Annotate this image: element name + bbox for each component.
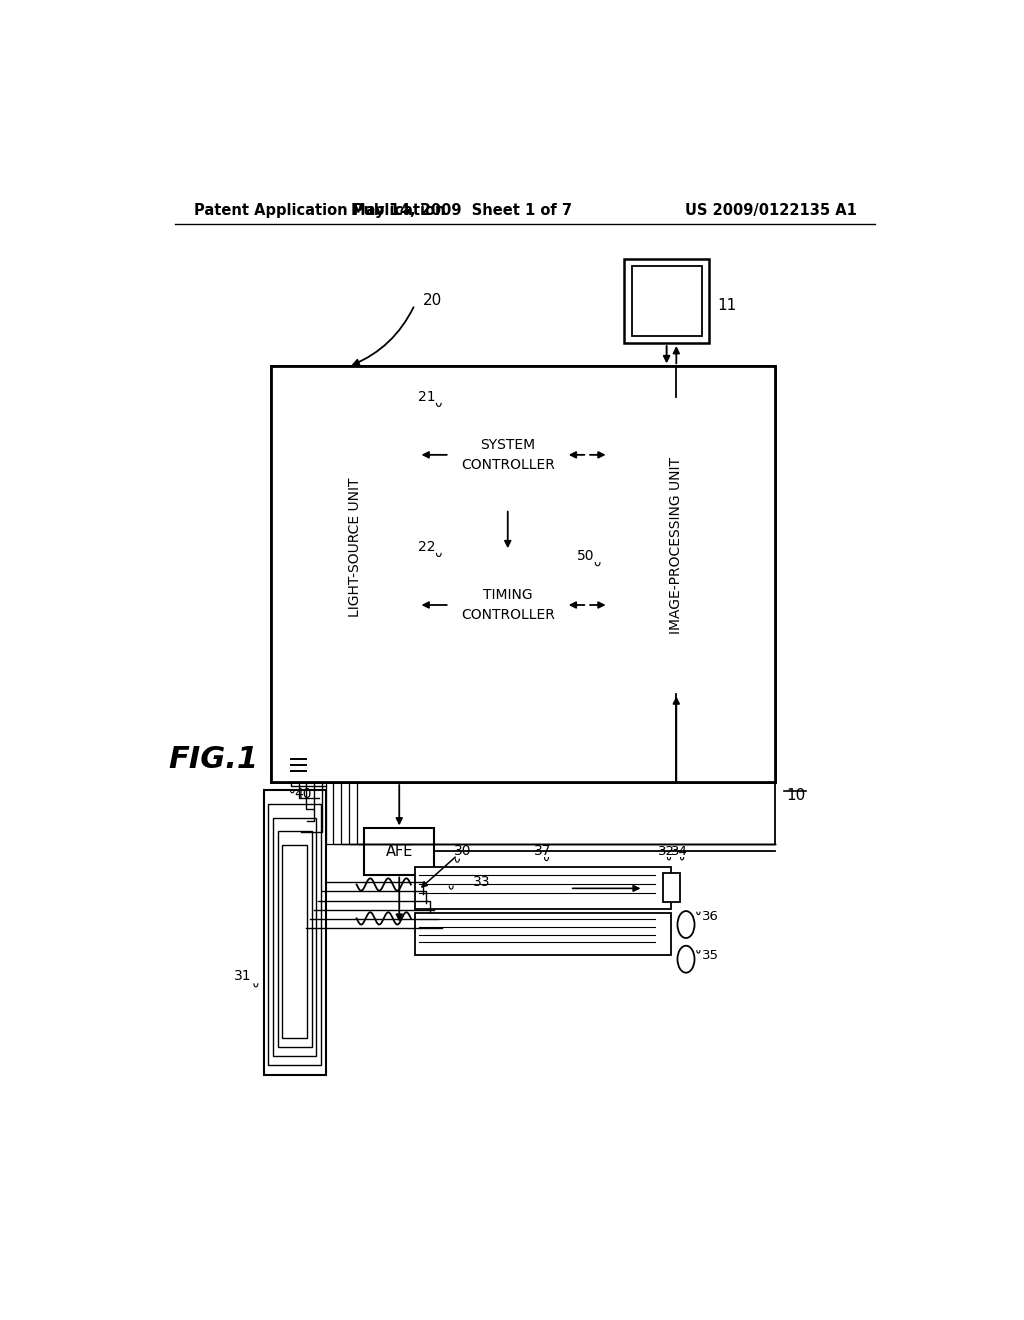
Text: LIGHT-SOURCE UNIT: LIGHT-SOURCE UNIT bbox=[348, 478, 361, 616]
Text: 40: 40 bbox=[295, 787, 312, 801]
Text: 35: 35 bbox=[701, 949, 719, 962]
Bar bbox=[273, 817, 316, 1056]
Text: AFE: AFE bbox=[386, 843, 413, 859]
Text: SYSTEM
CONTROLLER: SYSTEM CONTROLLER bbox=[461, 438, 555, 471]
Text: 50: 50 bbox=[578, 549, 595, 564]
Bar bbox=[291, 397, 419, 697]
Text: IMAGE-PROCESSING UNIT: IMAGE-PROCESSING UNIT bbox=[670, 457, 683, 634]
Bar bbox=[263, 789, 326, 1074]
Bar bbox=[268, 804, 321, 1065]
Text: 33: 33 bbox=[473, 875, 490, 890]
Bar bbox=[278, 832, 311, 1047]
Bar bbox=[365, 829, 434, 874]
Bar bbox=[283, 845, 307, 1038]
Text: 32: 32 bbox=[658, 845, 675, 858]
Text: 20: 20 bbox=[423, 293, 441, 309]
Bar bbox=[608, 397, 744, 693]
Text: 21: 21 bbox=[418, 391, 435, 404]
Text: Patent Application Publication: Patent Application Publication bbox=[194, 203, 445, 218]
Text: FIG.1: FIG.1 bbox=[168, 744, 258, 774]
Text: 31: 31 bbox=[234, 969, 252, 983]
Text: 10: 10 bbox=[786, 788, 806, 804]
Bar bbox=[450, 401, 566, 508]
Bar bbox=[450, 552, 566, 659]
Bar bbox=[632, 267, 701, 335]
Text: 37: 37 bbox=[534, 845, 551, 858]
Bar bbox=[663, 873, 680, 903]
Text: 11: 11 bbox=[717, 297, 736, 313]
Bar bbox=[415, 913, 671, 956]
Text: TIMING
CONTROLLER: TIMING CONTROLLER bbox=[461, 589, 555, 622]
Text: May 14, 2009  Sheet 1 of 7: May 14, 2009 Sheet 1 of 7 bbox=[351, 203, 571, 218]
Bar bbox=[271, 367, 775, 781]
Text: 22: 22 bbox=[418, 540, 435, 554]
Text: 36: 36 bbox=[701, 911, 719, 924]
Text: 34: 34 bbox=[672, 845, 688, 858]
Bar bbox=[624, 259, 710, 343]
Bar bbox=[415, 867, 671, 909]
Ellipse shape bbox=[678, 945, 694, 973]
Ellipse shape bbox=[678, 911, 694, 939]
Bar bbox=[271, 367, 775, 781]
Text: US 2009/0122135 A1: US 2009/0122135 A1 bbox=[685, 203, 856, 218]
Text: 30: 30 bbox=[454, 845, 471, 858]
